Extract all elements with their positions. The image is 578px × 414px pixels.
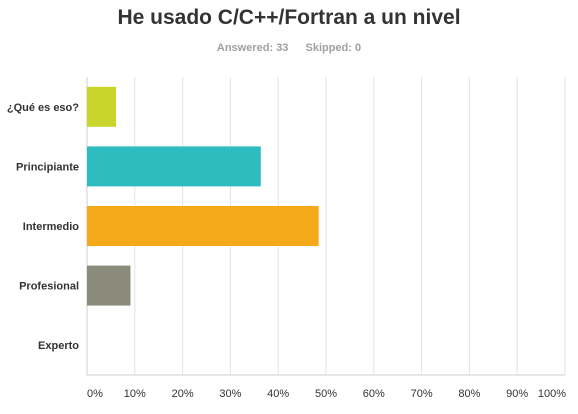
- category-label: ¿Qué es eso?: [7, 102, 79, 114]
- skipped-count: Skipped: 0: [305, 42, 362, 54]
- x-tick-label: 0%: [87, 388, 103, 400]
- bar-2: [87, 146, 261, 187]
- x-tick-label: 40%: [267, 388, 289, 400]
- x-tick-label: 20%: [172, 388, 194, 400]
- bar-3: [87, 206, 319, 246]
- x-tick-label: 60%: [363, 388, 385, 400]
- category-label: Intermedio: [23, 221, 80, 233]
- bar-1: [87, 86, 116, 127]
- x-tick-label: 100%: [538, 388, 566, 400]
- x-tick-label: 50%: [315, 388, 337, 400]
- category-label: Profesional: [19, 281, 79, 293]
- response-summary: Answered: 33 Skipped: 0: [0, 42, 578, 54]
- x-tick-label: 90%: [506, 388, 528, 400]
- answered-count: Answered: 33: [216, 42, 289, 54]
- chart-title: He usado C/C++/Fortran a un nivel: [117, 6, 461, 29]
- category-label: Principiante: [16, 161, 79, 173]
- x-tick-label: 10%: [124, 388, 146, 400]
- x-tick-label: 70%: [411, 388, 433, 400]
- x-tick-label: 30%: [219, 388, 241, 400]
- x-tick-label: 80%: [458, 388, 480, 400]
- bar-4: [87, 265, 131, 306]
- category-label: Experto: [38, 340, 79, 352]
